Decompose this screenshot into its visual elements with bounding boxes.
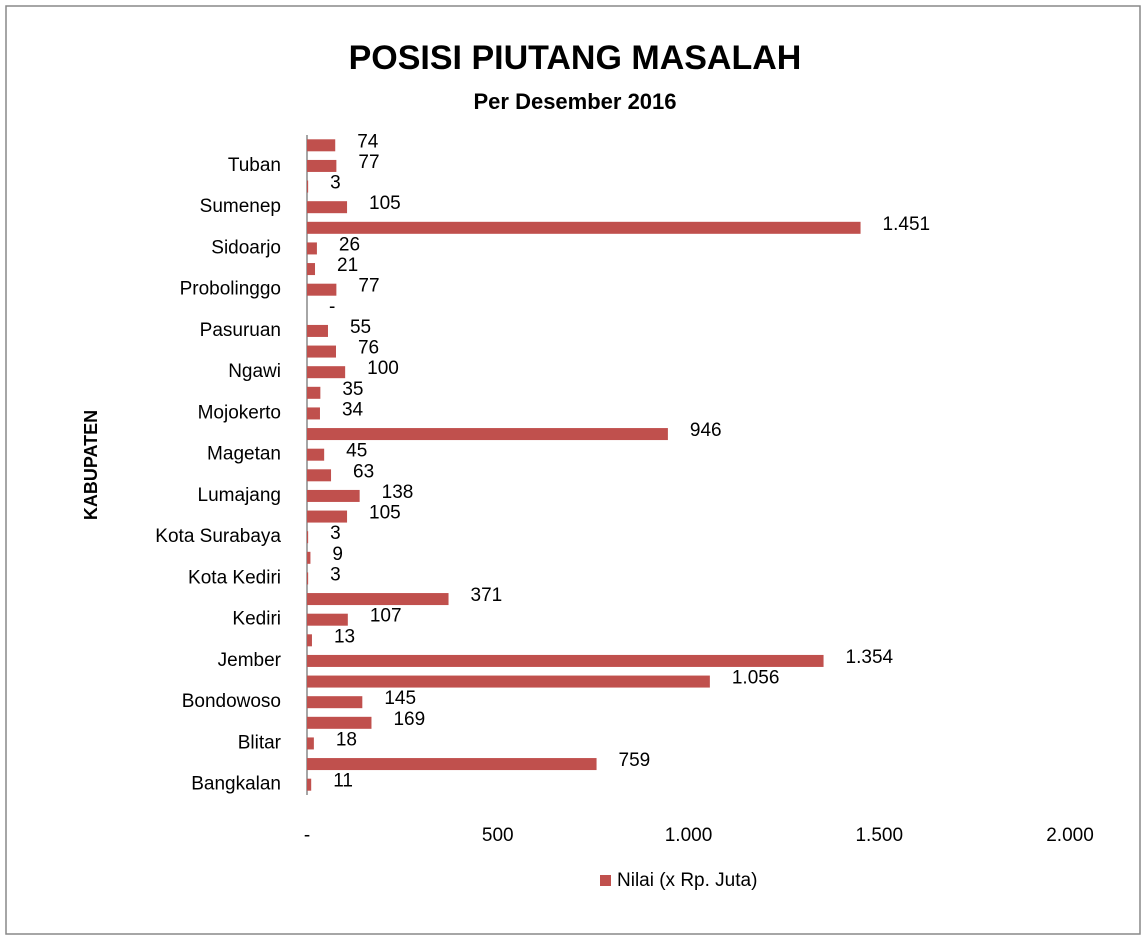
data-label: 138	[382, 482, 414, 503]
legend-swatch	[600, 875, 611, 886]
data-label: 1.451	[883, 214, 931, 235]
data-label: 35	[342, 379, 363, 400]
y-tick-label: Pasuruan	[200, 320, 281, 341]
bar	[307, 469, 332, 482]
data-label: 105	[369, 503, 401, 524]
bar	[307, 758, 597, 771]
bar	[307, 613, 348, 626]
y-tick-label: Kota Surabaya	[155, 526, 281, 547]
data-label: 371	[471, 585, 503, 606]
bar	[307, 345, 336, 358]
data-label: 3	[330, 564, 341, 585]
chart-subtitle: Per Desember 2016	[473, 89, 676, 114]
y-tick-label: Ngawi	[228, 361, 281, 382]
bar	[307, 551, 311, 564]
data-label: 100	[367, 358, 399, 379]
y-tick-label: Bondowoso	[182, 691, 281, 712]
data-label: 55	[350, 317, 371, 338]
bar	[307, 221, 861, 234]
data-label: 3	[330, 173, 341, 194]
data-label: 1.354	[846, 647, 894, 668]
bar	[307, 654, 824, 667]
data-label: 107	[370, 606, 402, 627]
y-tick-label: Tuban	[228, 155, 281, 176]
data-label: 13	[334, 626, 355, 647]
y-axis-title: KABUPATEN	[81, 410, 101, 520]
y-tick-label: Sumenep	[200, 196, 281, 217]
data-label: 1.056	[732, 668, 780, 689]
bar	[307, 139, 336, 152]
y-tick-label: Sidoarjo	[211, 237, 281, 258]
data-label: 946	[690, 420, 722, 441]
bar	[307, 242, 317, 255]
data-label: 45	[346, 441, 367, 462]
bar	[307, 531, 309, 544]
x-tick-label: 1.000	[665, 825, 713, 846]
y-tick-label: Kota Kediri	[188, 567, 281, 588]
bar	[307, 159, 337, 172]
bar	[307, 716, 372, 729]
data-label: 105	[369, 193, 401, 214]
legend-label: Nilai (x Rp. Juta)	[617, 870, 757, 891]
bar	[307, 263, 316, 276]
bar	[307, 737, 314, 750]
bar	[307, 489, 360, 502]
bar	[307, 180, 309, 193]
data-label: 9	[332, 544, 343, 565]
data-label: 11	[333, 771, 353, 792]
bar	[307, 572, 309, 585]
data-label: -	[329, 296, 335, 317]
bar	[307, 324, 328, 337]
y-tick-label: Probolinggo	[180, 279, 281, 300]
data-label: 18	[336, 729, 357, 750]
y-tick-label: Jember	[218, 650, 282, 671]
bar	[307, 510, 348, 523]
data-label: 169	[393, 709, 425, 730]
y-tick-label: Magetan	[207, 444, 281, 465]
data-label: 3	[330, 523, 341, 544]
bar	[307, 448, 325, 461]
data-label: 77	[358, 276, 379, 297]
data-label: 145	[384, 688, 416, 709]
x-tick-label: 1.500	[855, 825, 903, 846]
bar	[307, 634, 312, 647]
data-label: 26	[339, 234, 360, 255]
chart-title: POSISI PIUTANG MASALAH	[349, 39, 802, 77]
y-tick-label: Blitar	[238, 732, 282, 753]
data-label: 34	[342, 399, 364, 420]
x-tick-label: -	[304, 825, 310, 846]
data-label: 759	[619, 750, 651, 771]
x-tick-label: 500	[482, 825, 514, 846]
bar	[307, 696, 363, 709]
bar	[307, 675, 710, 688]
y-tick-label: Bangkalan	[191, 774, 281, 795]
bar	[307, 366, 346, 379]
bar	[307, 201, 348, 214]
chart-border	[5, 5, 1141, 935]
y-tick-label: Lumajang	[198, 485, 281, 506]
x-tick-label: 2.000	[1046, 825, 1094, 846]
data-label: 76	[358, 338, 379, 359]
data-label: 63	[353, 461, 374, 482]
bar	[307, 593, 449, 606]
bar	[307, 428, 668, 441]
data-label: 21	[337, 255, 358, 276]
bar	[307, 407, 320, 420]
y-tick-label: Mojokerto	[198, 402, 281, 423]
data-label: 74	[357, 131, 379, 152]
bar	[307, 283, 337, 296]
bar	[307, 386, 321, 399]
bar	[307, 778, 312, 791]
y-tick-label: Kediri	[232, 609, 281, 630]
data-label: 77	[358, 152, 379, 173]
